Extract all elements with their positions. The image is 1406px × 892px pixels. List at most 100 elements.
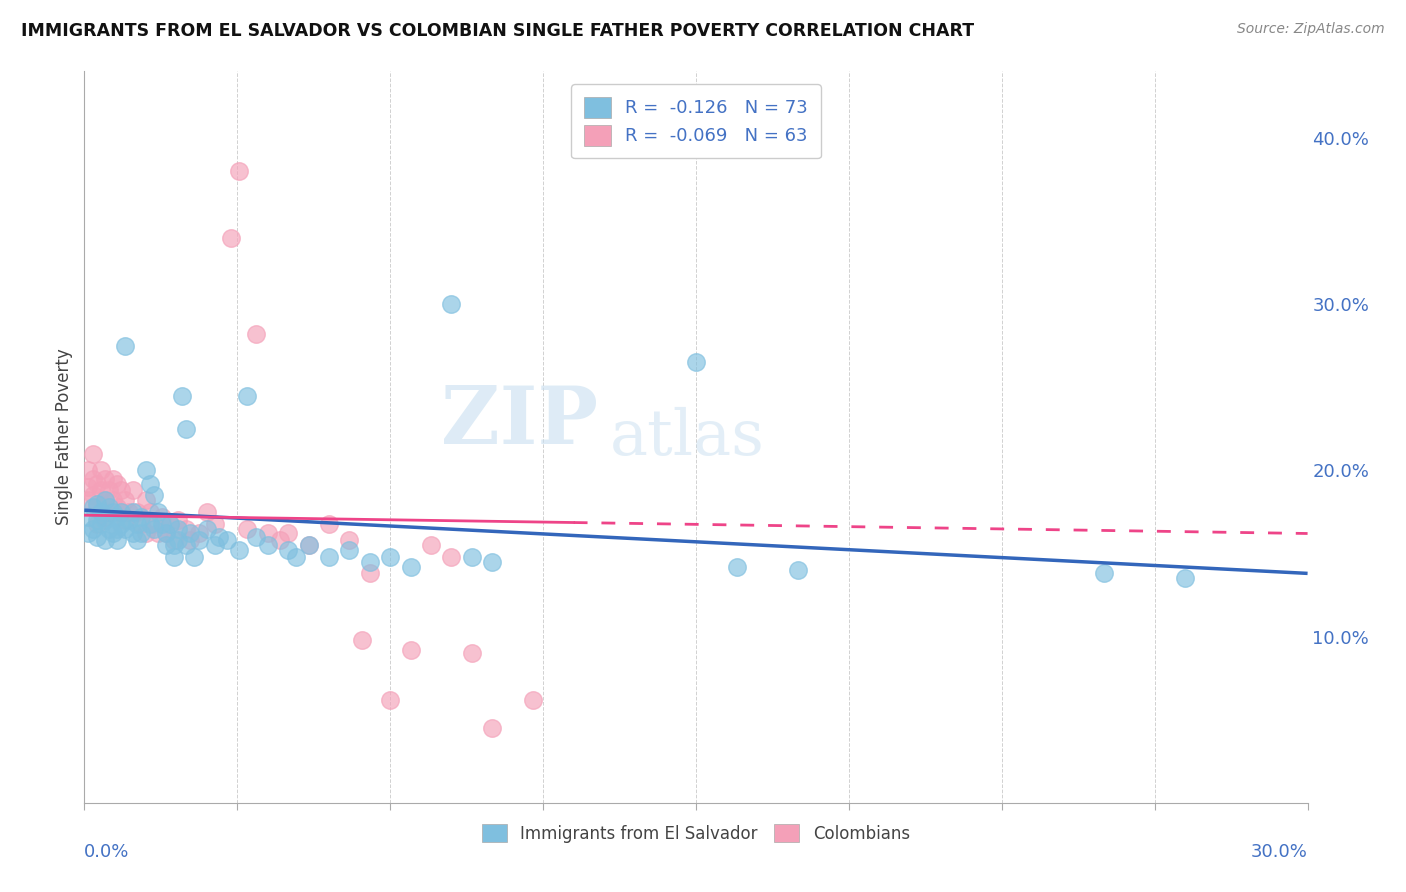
- Point: [440, 297, 463, 311]
- Point: [163, 533, 186, 548]
- Point: [142, 488, 165, 502]
- Point: [380, 692, 402, 706]
- Point: [204, 538, 226, 552]
- Point: [187, 533, 209, 548]
- Point: [101, 493, 124, 508]
- Point: [90, 516, 112, 531]
- Point: [167, 533, 190, 548]
- Point: [787, 563, 810, 577]
- Point: [135, 526, 157, 541]
- Point: [172, 388, 194, 402]
- Point: [174, 422, 197, 436]
- Point: [110, 516, 132, 531]
- Point: [155, 538, 177, 552]
- Point: [131, 526, 153, 541]
- Text: ZIP: ZIP: [441, 384, 598, 461]
- Point: [174, 538, 197, 552]
- Point: [118, 513, 141, 527]
- Point: [179, 526, 201, 541]
- Point: [105, 521, 128, 535]
- Text: 30.0%: 30.0%: [1251, 843, 1308, 861]
- Point: [685, 355, 707, 369]
- Point: [269, 533, 291, 548]
- Point: [90, 505, 112, 519]
- Point: [1092, 566, 1115, 581]
- Point: [127, 505, 149, 519]
- Point: [86, 513, 108, 527]
- Point: [90, 483, 112, 498]
- Point: [142, 521, 165, 535]
- Point: [93, 493, 115, 508]
- Point: [522, 692, 544, 706]
- Point: [339, 543, 361, 558]
- Point: [110, 505, 132, 519]
- Point: [399, 643, 422, 657]
- Point: [86, 476, 108, 491]
- Point: [481, 721, 503, 735]
- Point: [150, 509, 173, 524]
- Point: [90, 505, 112, 519]
- Point: [142, 516, 165, 531]
- Point: [174, 521, 197, 535]
- Point: [359, 555, 381, 569]
- Point: [131, 516, 153, 531]
- Point: [155, 526, 177, 541]
- Point: [97, 500, 120, 514]
- Text: 0.0%: 0.0%: [84, 843, 129, 861]
- Point: [86, 500, 108, 514]
- Point: [461, 646, 484, 660]
- Point: [159, 516, 181, 531]
- Point: [131, 509, 153, 524]
- Point: [277, 526, 299, 541]
- Point: [236, 521, 259, 535]
- Point: [86, 516, 108, 531]
- Point: [179, 533, 201, 548]
- Point: [228, 164, 250, 178]
- Point: [187, 526, 209, 541]
- Point: [257, 526, 280, 541]
- Point: [339, 533, 361, 548]
- Point: [122, 483, 145, 498]
- Point: [114, 493, 136, 508]
- Point: [93, 509, 115, 524]
- Point: [245, 530, 267, 544]
- Point: [318, 549, 340, 564]
- Point: [77, 480, 100, 494]
- Point: [725, 559, 748, 574]
- Point: [298, 538, 321, 552]
- Point: [82, 521, 104, 535]
- Point: [138, 516, 160, 531]
- Legend: Immigrants from El Salvador, Colombians: Immigrants from El Salvador, Colombians: [475, 818, 917, 849]
- Point: [277, 543, 299, 558]
- Point: [101, 472, 124, 486]
- Point: [298, 538, 321, 552]
- Point: [93, 493, 115, 508]
- Point: [101, 505, 124, 519]
- Point: [97, 521, 120, 535]
- Point: [82, 447, 104, 461]
- Point: [114, 338, 136, 352]
- Point: [195, 521, 218, 535]
- Point: [127, 516, 149, 531]
- Point: [217, 533, 239, 548]
- Point: [127, 533, 149, 548]
- Point: [257, 538, 280, 552]
- Point: [167, 521, 190, 535]
- Text: Source: ZipAtlas.com: Source: ZipAtlas.com: [1237, 22, 1385, 37]
- Point: [183, 549, 205, 564]
- Point: [110, 483, 132, 498]
- Point: [110, 505, 132, 519]
- Point: [138, 505, 160, 519]
- Point: [77, 526, 100, 541]
- Point: [82, 500, 104, 514]
- Point: [82, 472, 104, 486]
- Point: [135, 463, 157, 477]
- Point: [93, 472, 115, 486]
- Point: [114, 513, 136, 527]
- Point: [420, 538, 443, 552]
- Point: [350, 632, 373, 647]
- Point: [77, 509, 100, 524]
- Point: [122, 505, 145, 519]
- Point: [195, 505, 218, 519]
- Point: [105, 533, 128, 548]
